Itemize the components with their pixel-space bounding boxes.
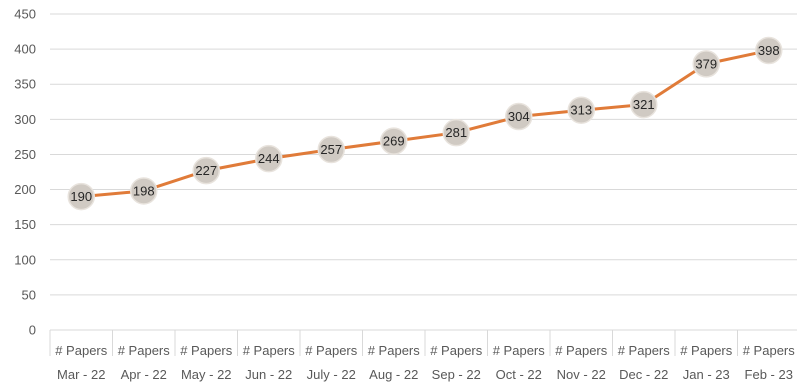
x-tick-label-series: # Papers	[118, 343, 171, 358]
series-polyline	[79, 49, 771, 199]
data-label: 244	[258, 151, 280, 166]
data-point	[192, 156, 220, 185]
x-tick-label-series: # Papers	[743, 343, 796, 358]
data-point	[567, 96, 595, 124]
y-tick-label: 350	[14, 77, 36, 92]
data-point	[255, 144, 283, 173]
x-tick-label-month: Dec - 22	[619, 367, 668, 382]
x-tick-label-month: Jun - 22	[245, 367, 292, 382]
y-tick-label: 450	[14, 7, 36, 22]
data-label: 269	[383, 134, 405, 149]
x-tick-label-month: Apr - 22	[121, 367, 167, 382]
y-tick-label: 50	[22, 287, 36, 302]
y-tick-label: 250	[14, 147, 36, 162]
x-tick-label-month: Oct - 22	[496, 367, 542, 382]
data-label: 257	[320, 142, 342, 157]
x-tick-label-month: Jan - 23	[683, 367, 730, 382]
x-tick-label-series: # Papers	[368, 343, 421, 358]
x-tick-label-series: # Papers	[305, 343, 358, 358]
x-tick-label-series: # Papers	[430, 343, 483, 358]
x-tick-label-month: Mar - 22	[57, 367, 105, 382]
data-points: 190 198 227 244 257 269 281 304 313 321 379 398	[67, 36, 783, 211]
x-tick-label-month: Feb - 23	[745, 367, 793, 382]
data-label: 190	[70, 189, 92, 204]
data-point	[317, 135, 345, 164]
y-tick-label: 0	[29, 323, 36, 338]
data-label: 281	[445, 125, 467, 140]
y-tick-label: 100	[14, 252, 36, 267]
data-label: 227	[195, 163, 217, 178]
x-tick-label-month: May - 22	[181, 367, 232, 382]
data-label: 321	[633, 97, 655, 112]
x-tick-label-series: # Papers	[680, 343, 733, 358]
data-label: 304	[508, 109, 530, 124]
data-label: 198	[133, 183, 155, 198]
y-tick-label: 200	[14, 182, 36, 197]
x-tick-label-month: Nov - 22	[557, 367, 606, 382]
x-tick-label-series: # Papers	[555, 343, 608, 358]
data-point	[380, 127, 408, 155]
x-tick-label-series: # Papers	[243, 343, 296, 358]
y-tick-label: 400	[14, 42, 36, 57]
data-point	[692, 50, 720, 78]
y-tick-label: 150	[14, 217, 36, 232]
data-point	[67, 182, 95, 211]
x-tick-label-series: # Papers	[180, 343, 233, 358]
x-tick-label-series: # Papers	[55, 343, 108, 358]
data-point	[442, 118, 470, 147]
y-tick-label: 300	[14, 112, 36, 127]
data-point	[755, 36, 783, 65]
data-point	[630, 90, 658, 119]
x-tick-label-series: # Papers	[618, 343, 671, 358]
data-point	[130, 177, 158, 205]
gridlines	[49, 13, 797, 356]
data-label: 398	[758, 43, 780, 58]
x-tick-label-month: Sep - 22	[432, 367, 481, 382]
x-tick-label-series: # Papers	[493, 343, 546, 358]
data-label: 313	[570, 103, 592, 118]
x-axis-tick-labels: # Papers Mar - 22 # Papers Apr - 22 # Papers…	[55, 343, 795, 382]
y-axis-tick-labels: 0 50 100 150 200 250 300 350 400 450	[14, 7, 36, 338]
x-tick-label-month: July - 22	[307, 367, 356, 382]
series-line	[79, 49, 771, 199]
data-point	[505, 102, 533, 131]
data-label: 379	[695, 56, 717, 71]
x-tick-label-month: Aug - 22	[369, 367, 418, 382]
